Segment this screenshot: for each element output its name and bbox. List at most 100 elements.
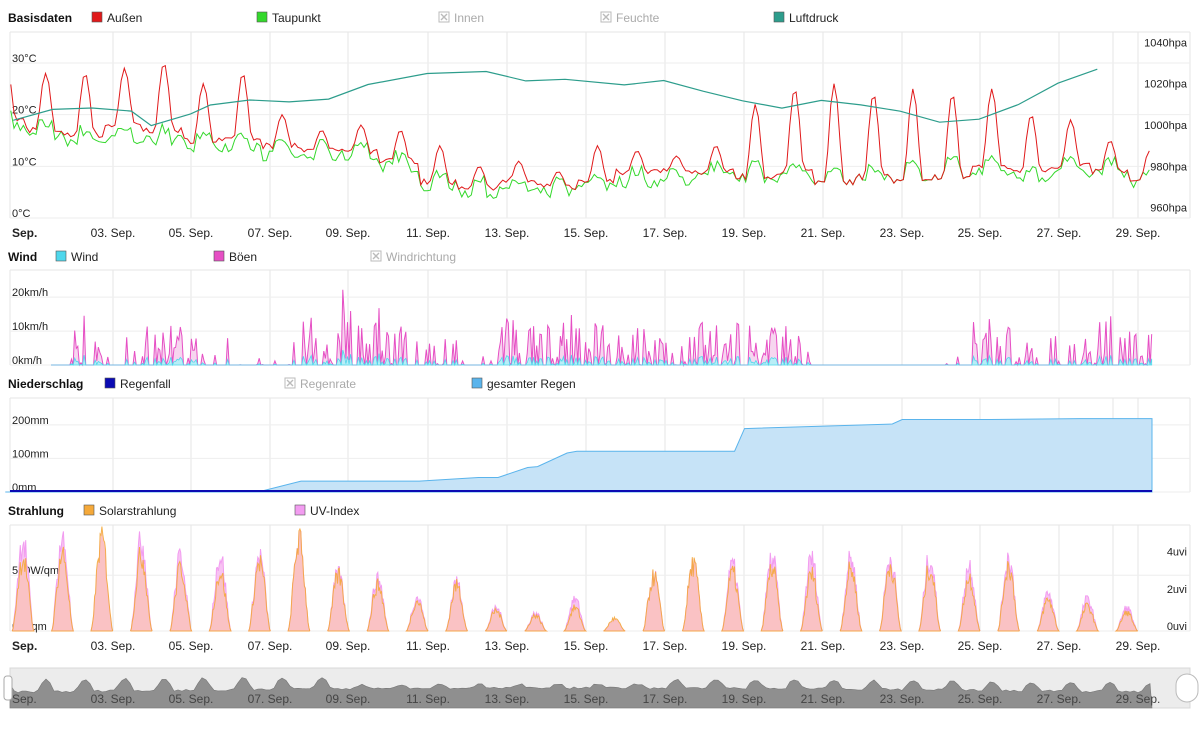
x-tick-label: 03. Sep. xyxy=(91,226,136,240)
legend-item-au-en[interactable]: Außen xyxy=(91,11,142,25)
legend-item-wind[interactable]: Wind xyxy=(55,250,98,264)
legend-item-regenrate[interactable]: Regenrate xyxy=(284,377,356,391)
y-tick-label: 0°C xyxy=(12,208,31,220)
legend: Solarstrahlung UV-Index xyxy=(83,504,359,518)
x-tick-label: Sep. xyxy=(12,226,37,240)
x-tick-label: 13. Sep. xyxy=(485,226,530,240)
y-right-tick-label: 0uvi xyxy=(1167,621,1187,633)
navigator-tick-label: Sep. xyxy=(12,692,37,706)
navigator-tick-label: 25. Sep. xyxy=(958,692,1003,706)
series-solarstrahlung xyxy=(11,558,35,632)
x-tick-label: 05. Sep. xyxy=(169,639,214,653)
x-tick-label: 27. Sep. xyxy=(1037,226,1082,240)
series-solarstrahlung xyxy=(799,566,823,632)
series-solarstrahlung xyxy=(130,546,153,632)
legend-item-luftdruck[interactable]: Luftdruck xyxy=(773,11,839,25)
navigator-left-handle[interactable] xyxy=(3,675,13,701)
grid xyxy=(9,31,1191,219)
x-tick-label: 07. Sep. xyxy=(248,226,293,240)
y-right-tick-label: 1020hpa xyxy=(1144,79,1188,91)
legend-label: UV-Index xyxy=(310,504,359,518)
legend: Wind Böen Windrichtung xyxy=(55,250,456,264)
legend-item-b-en[interactable]: Böen xyxy=(213,250,257,264)
x-tick-label: 25. Sep. xyxy=(958,226,1003,240)
y-tick-label: 30°C xyxy=(12,53,37,65)
y-right-tick-label: 960hpa xyxy=(1150,203,1188,215)
y-right-tick-label: 1000hpa xyxy=(1144,120,1188,132)
y-tick-label: 20km/h xyxy=(12,287,48,299)
series-solarstrahlung xyxy=(444,578,468,632)
navigator-tick-label: 11. Sep. xyxy=(406,692,450,706)
legend-item-taupunkt[interactable]: Taupunkt xyxy=(256,11,321,25)
legend-label: Regenrate xyxy=(300,377,356,391)
x-tick-label: 07. Sep. xyxy=(248,639,293,653)
series-solarstrahlung xyxy=(562,604,588,632)
legend-item-gesamter-regen[interactable]: gesamter Regen xyxy=(471,377,576,391)
series-solarstrahlung xyxy=(721,565,745,632)
disabled-cross-icon xyxy=(440,13,448,21)
x-tick-label: 19. Sep. xyxy=(722,639,767,653)
legend-item-innen[interactable]: Innen xyxy=(438,11,484,25)
panel-title: Niederschlag xyxy=(8,377,83,391)
panel-niederschlag: Niederschlag Regenfall Regenrate gesamter R… xyxy=(5,377,1191,494)
navigator-tick-label: 19. Sep. xyxy=(722,692,767,706)
series-solarstrahlung xyxy=(839,561,863,632)
x-tick-label: 21. Sep. xyxy=(801,639,846,653)
x-tick-label: 25. Sep. xyxy=(958,639,1003,653)
panel-title: Wind xyxy=(8,250,37,264)
navigator-tick-label: 15. Sep. xyxy=(564,692,609,706)
panel-title: Basisdaten xyxy=(8,11,72,25)
series-wind xyxy=(51,349,1153,367)
legend-label: Solarstrahlung xyxy=(99,504,176,518)
panel-basisdaten: Basisdaten Außen Taupunkt Innen Feuchte Luftd… xyxy=(8,11,1191,220)
legend-item-uv-index[interactable]: UV-Index xyxy=(294,504,359,518)
radiation-series xyxy=(11,526,1139,632)
series-solarstrahlung xyxy=(879,564,902,632)
x-tick-label: Sep. xyxy=(12,639,37,653)
legend-label: Böen xyxy=(229,250,257,264)
series-solarstrahlung xyxy=(247,555,271,632)
series-luftdruck xyxy=(13,68,1098,127)
y-tick-label: 100mm xyxy=(12,448,49,460)
x-tick-label: 09. Sep. xyxy=(326,226,371,240)
y-tick-label: 200mm xyxy=(12,415,49,427)
legend-label: Luftdruck xyxy=(789,11,839,25)
x-tick-label: 29. Sep. xyxy=(1116,639,1161,653)
series-solarstrahlung xyxy=(208,572,232,632)
legend-item-solarstrahlung[interactable]: Solarstrahlung xyxy=(83,504,176,518)
legend-item-windrichtung[interactable]: Windrichtung xyxy=(370,250,456,264)
navigator-series xyxy=(9,677,1153,709)
legend-item-feuchte[interactable]: Feuchte xyxy=(600,11,660,25)
series-solarstrahlung xyxy=(603,615,626,632)
x-tick-label: 27. Sep. xyxy=(1037,639,1082,653)
series-taupunkt xyxy=(10,110,1150,199)
y-right-tick-label: 980hpa xyxy=(1150,161,1188,173)
x-tick-label: 23. Sep. xyxy=(880,226,925,240)
navigator-tick-label: 17. Sep. xyxy=(643,692,688,706)
y-tick-label: 0km/h xyxy=(12,355,42,367)
series-solarstrahlung xyxy=(524,612,549,632)
legend: Regenfall Regenrate gesamter Regen xyxy=(104,377,576,391)
legend: Außen Taupunkt Innen Feuchte Luftdruck xyxy=(91,11,839,25)
y-right-tick-label: 2uvi xyxy=(1167,584,1187,596)
panel-wind: Wind Wind Böen Windrichtung 0km/h 10km/h 20km/… xyxy=(8,250,1191,367)
x-tick-label: 17. Sep. xyxy=(643,639,688,653)
series-boeen-area xyxy=(51,289,1152,365)
legend-swatch xyxy=(213,250,225,262)
y-tick-label: 10km/h xyxy=(12,321,48,333)
legend-swatch xyxy=(83,504,95,516)
series-solarstrahlung xyxy=(366,578,390,632)
legend-item-regenfall[interactable]: Regenfall xyxy=(104,377,171,391)
x-tick-label: 03. Sep. xyxy=(91,639,136,653)
panel-title: Strahlung xyxy=(8,504,64,518)
series-solarstrahlung xyxy=(90,526,114,632)
navigator[interactable]: Sep. 03. Sep. 05. Sep. 07. Sep. 09. Sep. 11. … xyxy=(3,667,1199,709)
x-tick-label: 15. Sep. xyxy=(564,226,609,240)
x-tick-label: 11. Sep. xyxy=(406,226,450,240)
legend-label: Innen xyxy=(454,11,484,25)
navigator-right-handle[interactable] xyxy=(1175,673,1199,703)
x-tick-label: 09. Sep. xyxy=(326,639,371,653)
legend-swatch xyxy=(471,377,483,389)
